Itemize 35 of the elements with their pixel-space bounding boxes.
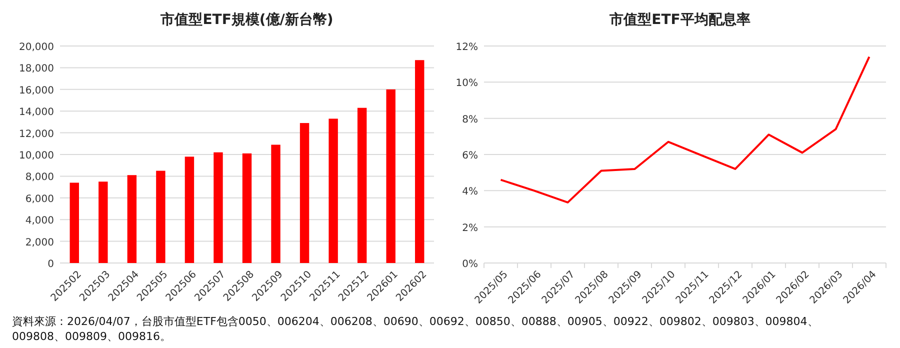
bar <box>242 153 252 263</box>
y-tick-label: 4,000 <box>25 216 54 227</box>
bar <box>415 60 424 263</box>
bar <box>386 89 396 263</box>
chart-title: 市值型ETF平均配息率 <box>608 11 750 28</box>
y-tick-label: 8,000 <box>25 172 54 184</box>
bar <box>127 175 137 263</box>
bar <box>156 170 166 263</box>
line-series <box>500 56 870 204</box>
y-tick-label: 0 <box>48 259 54 270</box>
y-tick-label: 14,000 <box>19 107 54 118</box>
bar <box>184 156 194 263</box>
y-tick-label: 4% <box>462 186 478 198</box>
bar <box>214 152 223 263</box>
chart-title: 市值型ETF規模(億/新台幣) <box>160 11 334 28</box>
y-tick-label: 10% <box>456 78 478 90</box>
y-tick-label: 12% <box>456 42 478 53</box>
y-tick-label: 20,000 <box>19 42 54 53</box>
y-tick-label: 18,000 <box>19 64 54 75</box>
y-tick-label: 16,000 <box>19 85 54 96</box>
y-tick-label: 8% <box>462 114 478 126</box>
y-tick-label: 2% <box>462 222 478 234</box>
y-tick-label: 12,000 <box>19 128 54 140</box>
bar <box>70 182 79 263</box>
y-tick-label: 6% <box>462 150 478 162</box>
bar <box>98 182 108 263</box>
y-tick-label: 6,000 <box>25 194 54 205</box>
source-note: 資料來源：2026/04/07，台股市值型ETF包含0050、006204、006208、00690、00692、00850、00888、00905、00922、009802、009803、009804、009808、009809、009816。 <box>12 314 820 344</box>
y-tick-label: 10,000 <box>19 150 54 162</box>
bar <box>271 144 280 263</box>
bar <box>328 118 338 263</box>
bar <box>300 123 310 263</box>
y-tick-label: 0% <box>462 259 478 270</box>
bar <box>357 108 367 263</box>
y-tick-label: 2,000 <box>25 237 54 248</box>
